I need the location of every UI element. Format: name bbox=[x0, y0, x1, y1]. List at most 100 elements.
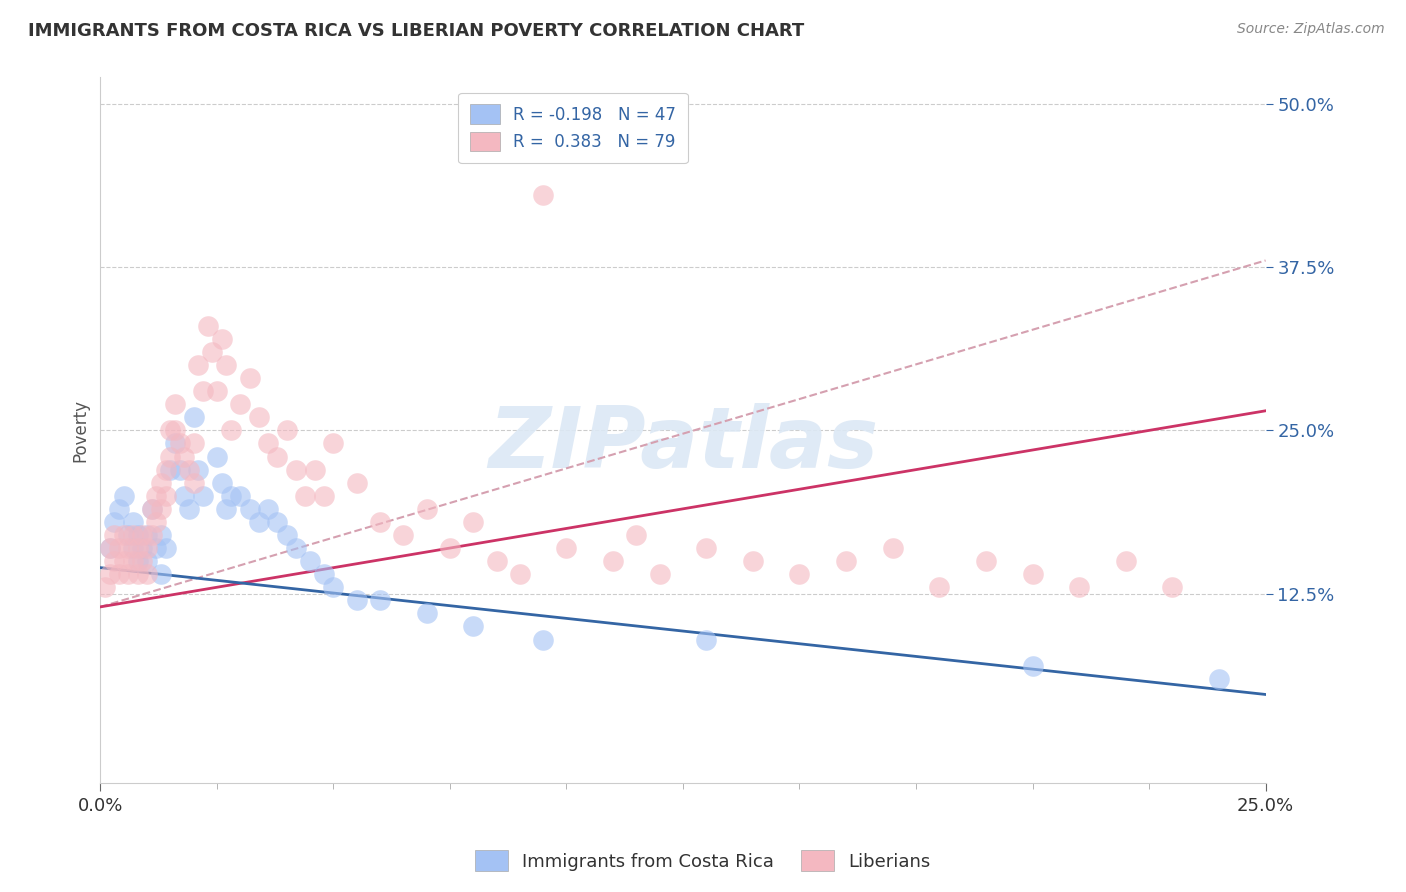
Point bbox=[112, 528, 135, 542]
Point bbox=[1161, 580, 1184, 594]
Point bbox=[392, 528, 415, 542]
Point bbox=[205, 384, 228, 399]
Point bbox=[238, 371, 260, 385]
Point bbox=[322, 580, 344, 594]
Point bbox=[131, 528, 153, 542]
Point bbox=[368, 515, 391, 529]
Point bbox=[276, 424, 298, 438]
Point bbox=[155, 541, 177, 555]
Point bbox=[741, 554, 763, 568]
Point bbox=[229, 489, 252, 503]
Point bbox=[145, 489, 167, 503]
Point bbox=[555, 541, 578, 555]
Point bbox=[215, 358, 238, 372]
Point bbox=[98, 541, 121, 555]
Point bbox=[1208, 672, 1230, 686]
Point bbox=[463, 515, 485, 529]
Point bbox=[191, 384, 214, 399]
Point bbox=[112, 554, 135, 568]
Point bbox=[149, 567, 172, 582]
Legend: Immigrants from Costa Rica, Liberians: Immigrants from Costa Rica, Liberians bbox=[468, 843, 938, 879]
Point bbox=[183, 475, 205, 490]
Point bbox=[835, 554, 858, 568]
Point bbox=[648, 567, 671, 582]
Point bbox=[187, 358, 209, 372]
Point bbox=[127, 528, 149, 542]
Point bbox=[789, 567, 811, 582]
Point bbox=[229, 397, 252, 411]
Point bbox=[149, 528, 172, 542]
Point bbox=[98, 541, 121, 555]
Point bbox=[187, 462, 209, 476]
Point bbox=[112, 489, 135, 503]
Point bbox=[211, 475, 233, 490]
Point bbox=[122, 554, 145, 568]
Point bbox=[463, 619, 485, 633]
Point bbox=[145, 515, 167, 529]
Point bbox=[201, 345, 224, 359]
Point bbox=[177, 501, 200, 516]
Point bbox=[294, 489, 316, 503]
Point bbox=[485, 554, 508, 568]
Point bbox=[127, 567, 149, 582]
Point bbox=[509, 567, 531, 582]
Point bbox=[159, 424, 181, 438]
Point bbox=[257, 436, 280, 450]
Point bbox=[98, 567, 121, 582]
Point bbox=[103, 528, 125, 542]
Text: ZIPatlas: ZIPatlas bbox=[488, 403, 879, 486]
Point bbox=[127, 554, 149, 568]
Point bbox=[163, 436, 186, 450]
Point bbox=[247, 410, 270, 425]
Point bbox=[173, 489, 195, 503]
Point bbox=[149, 475, 172, 490]
Point bbox=[163, 397, 186, 411]
Point bbox=[117, 567, 139, 582]
Point bbox=[155, 462, 177, 476]
Point bbox=[108, 541, 131, 555]
Point bbox=[122, 541, 145, 555]
Point bbox=[531, 188, 554, 202]
Point bbox=[127, 541, 149, 555]
Point bbox=[346, 593, 368, 607]
Point bbox=[439, 541, 461, 555]
Point bbox=[368, 593, 391, 607]
Point bbox=[928, 580, 950, 594]
Point bbox=[1021, 567, 1043, 582]
Point bbox=[108, 501, 131, 516]
Point bbox=[141, 501, 163, 516]
Point bbox=[136, 541, 159, 555]
Point bbox=[238, 501, 260, 516]
Point bbox=[215, 501, 238, 516]
Point bbox=[183, 410, 205, 425]
Point bbox=[974, 554, 997, 568]
Point bbox=[145, 541, 167, 555]
Point bbox=[247, 515, 270, 529]
Point bbox=[159, 450, 181, 464]
Point bbox=[415, 501, 437, 516]
Point bbox=[312, 489, 335, 503]
Point bbox=[266, 450, 288, 464]
Point bbox=[285, 541, 308, 555]
Point bbox=[415, 607, 437, 621]
Point bbox=[169, 462, 191, 476]
Point bbox=[531, 632, 554, 647]
Point bbox=[141, 501, 163, 516]
Text: IMMIGRANTS FROM COSTA RICA VS LIBERIAN POVERTY CORRELATION CHART: IMMIGRANTS FROM COSTA RICA VS LIBERIAN P… bbox=[28, 22, 804, 40]
Point bbox=[108, 567, 131, 582]
Point bbox=[131, 541, 153, 555]
Point bbox=[219, 489, 242, 503]
Point bbox=[1115, 554, 1137, 568]
Point bbox=[103, 515, 125, 529]
Point bbox=[299, 554, 322, 568]
Point bbox=[322, 436, 344, 450]
Point bbox=[122, 528, 145, 542]
Point bbox=[136, 567, 159, 582]
Point bbox=[211, 332, 233, 346]
Point bbox=[1069, 580, 1091, 594]
Point bbox=[94, 580, 117, 594]
Point bbox=[626, 528, 648, 542]
Point bbox=[257, 501, 280, 516]
Point bbox=[177, 462, 200, 476]
Point bbox=[191, 489, 214, 503]
